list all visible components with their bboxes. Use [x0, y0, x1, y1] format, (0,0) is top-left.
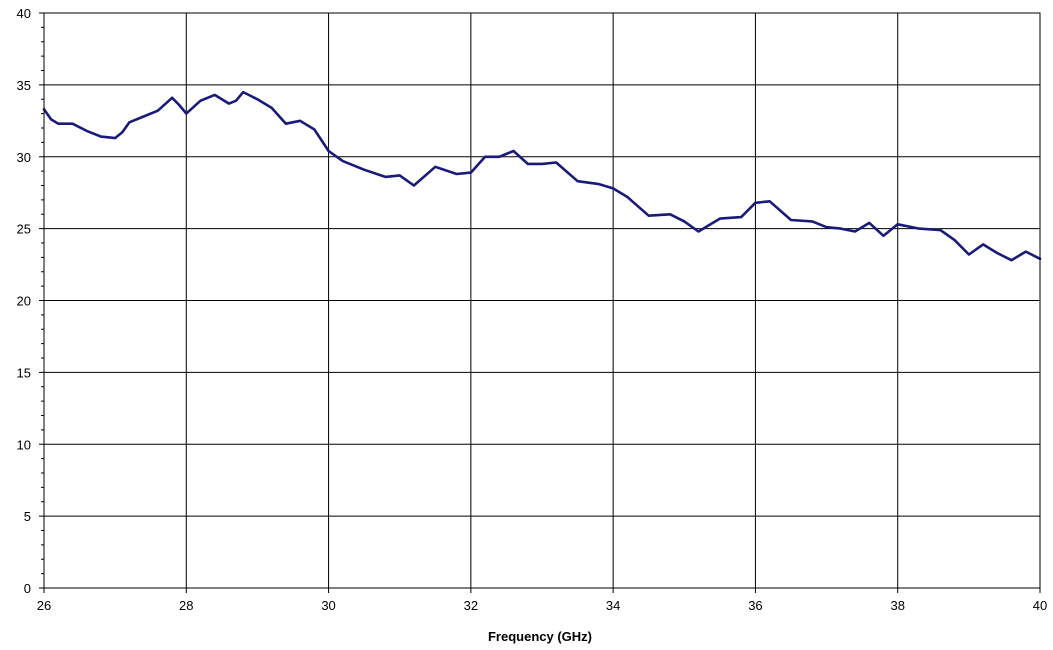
plot-border [43, 12, 1041, 589]
y-tick-labels: 0 5 10 15 20 25 30 35 40 [17, 6, 31, 596]
y-tick-label: 30 [17, 150, 31, 165]
x-tick-labels: 26 28 30 32 34 36 38 40 [37, 598, 1047, 613]
y-tick-label: 0 [24, 581, 31, 596]
x-tick-label: 26 [37, 598, 51, 613]
x-tick-label: 34 [606, 598, 620, 613]
x-tick-label: 40 [1033, 598, 1047, 613]
plot-frame [43, 12, 1041, 589]
x-tick-label: 30 [321, 598, 335, 613]
y-tick-label: 25 [17, 222, 31, 237]
y-tick-label: 35 [17, 78, 31, 93]
y-tick-label: 5 [24, 509, 31, 524]
series-line [42, 90, 1042, 262]
y-tick-label: 40 [17, 6, 31, 21]
grid-layer [43, 12, 1041, 589]
x-tick-label: 28 [179, 598, 193, 613]
y-tick-label: 10 [17, 437, 31, 452]
x-tick-label: 32 [464, 598, 478, 613]
x-axis-title: Frequency (GHz) [488, 629, 592, 644]
series-layer [42, 90, 1042, 262]
y-tick-label: 15 [17, 365, 31, 380]
minor-ticks [39, 12, 1041, 593]
y-tick-label: 20 [17, 294, 31, 309]
x-tick-label: 36 [748, 598, 762, 613]
x-tick-label: 38 [890, 598, 904, 613]
